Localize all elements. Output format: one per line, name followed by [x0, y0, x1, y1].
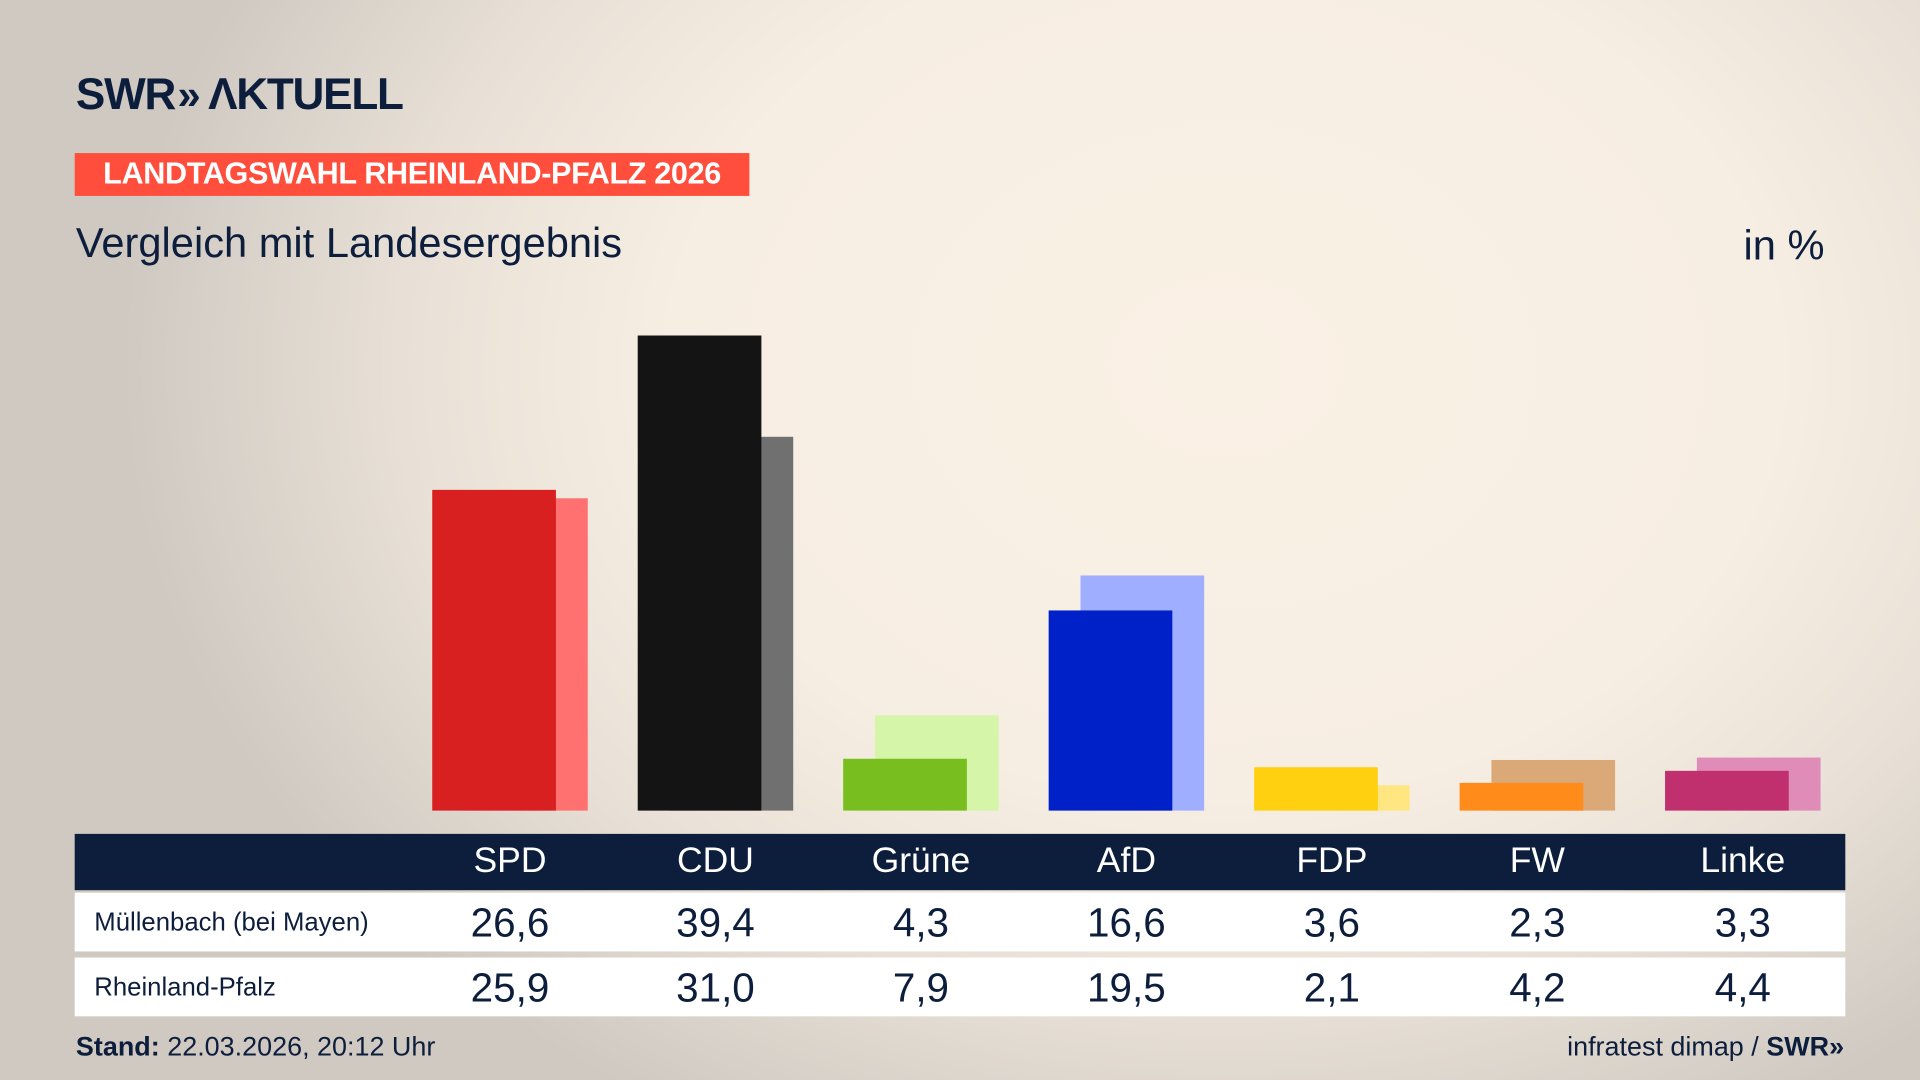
source: infratest dimap / SWR» [1567, 1031, 1844, 1063]
party-label: AfD [1096, 841, 1156, 881]
value-cell: 4,3 [892, 900, 950, 946]
table-row: Rheinland-Pfalz 25,9 31,0 7,9 19,5 2,1 4,2 4,4 [74, 957, 1846, 1017]
value-cell: 26,6 [470, 900, 550, 946]
value-cell: 2,1 [1303, 964, 1360, 1011]
value-cell: 7,9 [892, 964, 950, 1011]
swr-logo-small: SWR» [1766, 1031, 1845, 1062]
bar-gemeinde-cdu [637, 335, 762, 811]
bar-gemeinde-spd [432, 489, 556, 811]
party-label: Grüne [871, 841, 971, 881]
stand-value: 22.03.2026, 20:12 Uhr [167, 1031, 436, 1062]
source-text: infratest dimap / [1567, 1031, 1759, 1062]
value-cell: 4,4 [1714, 964, 1771, 1011]
bar-gemeinde-linke [1665, 770, 1789, 811]
timestamp: Stand: 22.03.2026, 20:12 Uhr [76, 1031, 435, 1063]
value-cell: 3,6 [1303, 900, 1360, 946]
stand-label: Stand: [75, 1031, 160, 1062]
value-cell: 3,3 [1714, 900, 1771, 946]
party-label: FDP [1296, 841, 1368, 881]
subtitle: Vergleich mit Landesergebnis [75, 220, 623, 267]
results-table: SPD CDU Grüne AfD FDP FW Linke Müllenbach (bei… [74, 833, 1846, 1017]
party-label: CDU [676, 841, 754, 881]
row-label: Rheinland-Pfalz [94, 973, 276, 1002]
value-cell: 2,3 [1509, 900, 1566, 946]
value-cell: 39,4 [676, 900, 755, 946]
swr-aktuell-logo: SWR» ΛKTUELL [75, 68, 404, 119]
unit-label: in % [1743, 222, 1825, 270]
value-cell: 25,9 [470, 964, 550, 1011]
value-cell: 19,5 [1087, 964, 1166, 1011]
table-header: SPD CDU Grüne AfD FDP FW Linke [74, 833, 1846, 891]
bar-gemeinde-fdp [1254, 767, 1378, 811]
value-cell: 16,6 [1087, 900, 1166, 946]
table-row: Müllenbach (bei Mayen) 26,6 39,4 4,3 16,6 3,6… [74, 892, 1846, 952]
party-label: SPD [473, 841, 547, 881]
bar-gemeinde-afd [1048, 610, 1173, 811]
party-label: Linke [1700, 841, 1786, 881]
party-label: FW [1509, 841, 1565, 881]
election-badge: LANDTAGSWAHL RHEINLAND-PFALZ 2026 [74, 153, 750, 196]
value-cell: 31,0 [676, 964, 755, 1011]
bar-gemeinde-fw [1459, 782, 1584, 811]
bar-gemeinde-grüne [843, 758, 967, 811]
row-label: Müllenbach (bei Mayen) [94, 908, 369, 937]
value-cell: 4,2 [1509, 964, 1566, 1011]
